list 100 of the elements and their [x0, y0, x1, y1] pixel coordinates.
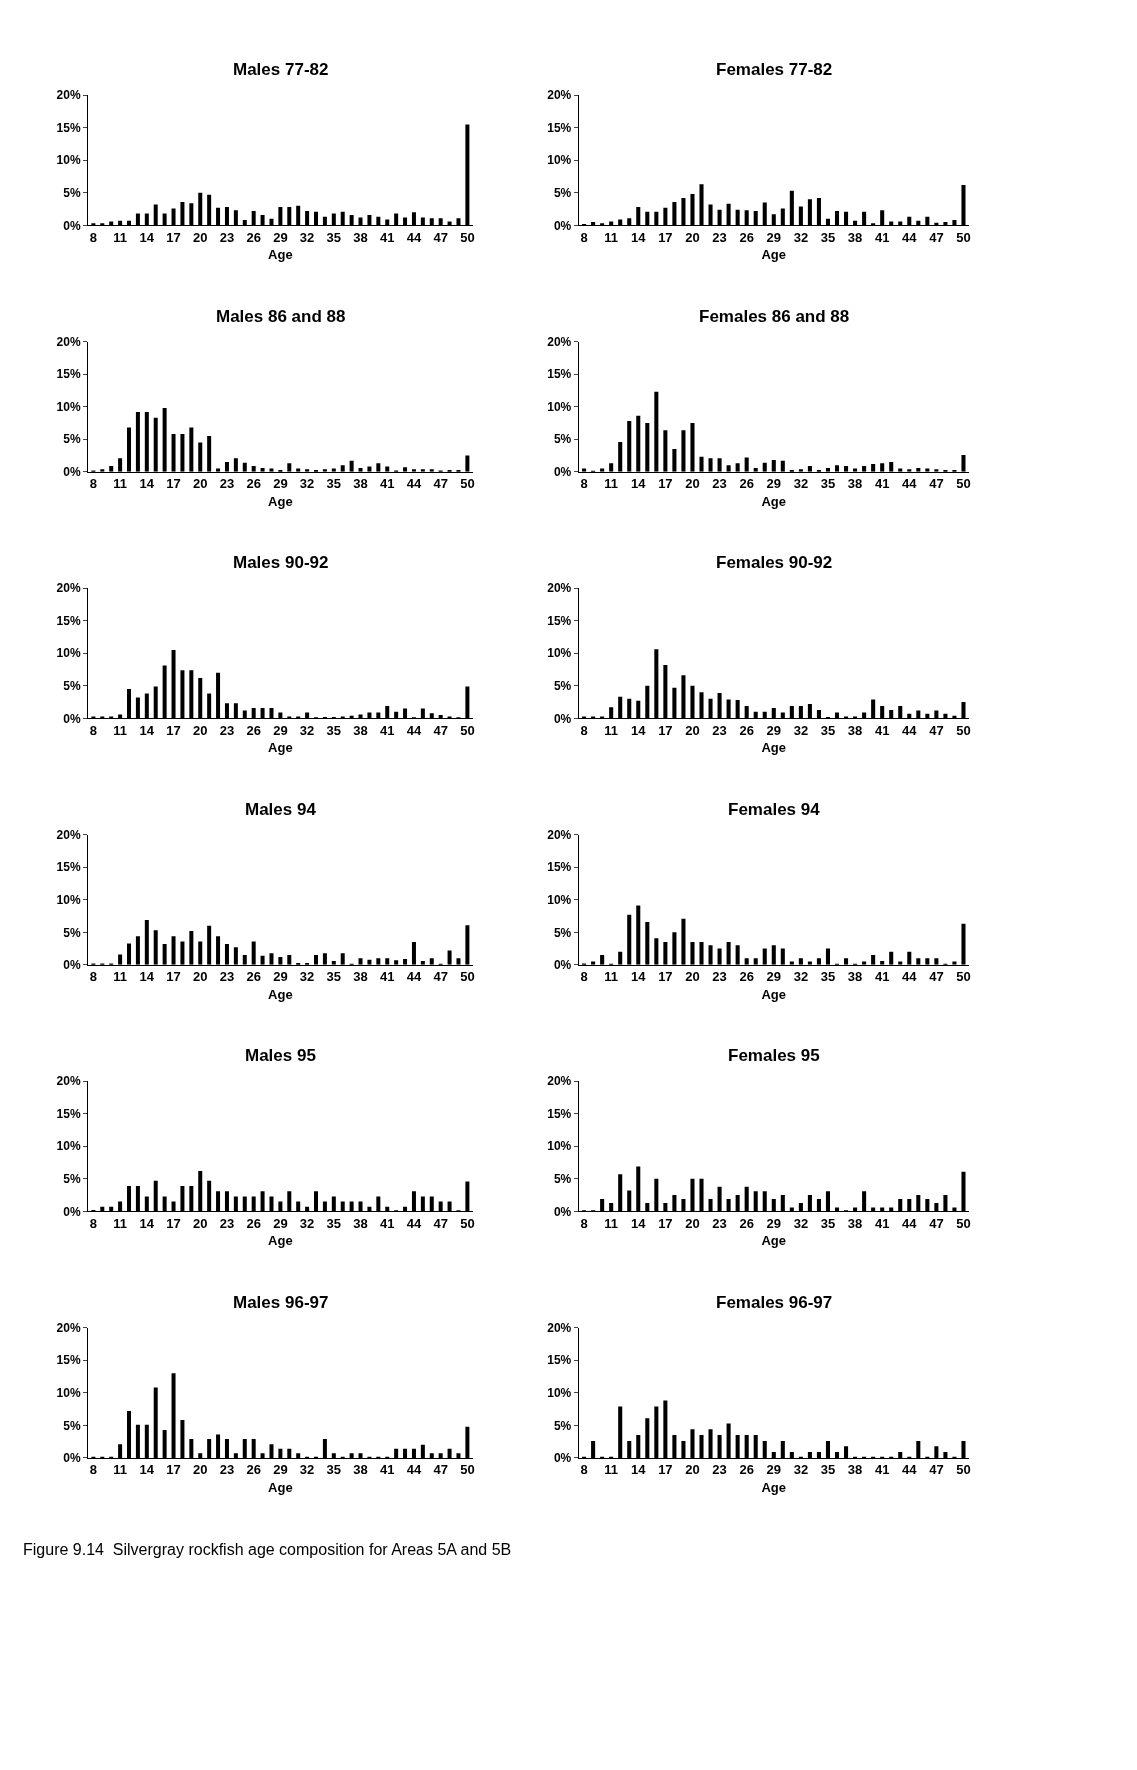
y-tick-label: 20% — [56, 1320, 81, 1335]
x-tick-label: 14 — [139, 229, 155, 245]
x-tick-label: 23 — [712, 1215, 727, 1231]
x-tick-label: 44 — [902, 1215, 918, 1231]
x-tick-label: 35 — [820, 722, 836, 738]
x-tick-label: 20 — [193, 1462, 208, 1478]
x-tick-label: 29 — [766, 969, 782, 985]
x-tick-label: 26 — [246, 1215, 261, 1231]
x-tick-label: 26 — [739, 229, 754, 245]
x-tick-label: 47 — [929, 969, 944, 985]
x-tick-label: 8 — [89, 1215, 98, 1231]
y-tick-label: 15% — [56, 1106, 81, 1121]
chart-title: Females 86 and 88 — [699, 307, 850, 326]
x-tick-label: 11 — [113, 1215, 127, 1231]
x-tick-label: 50 — [956, 969, 971, 985]
x-axis-title: Age — [268, 247, 293, 263]
x-tick-label: 29 — [273, 476, 288, 492]
y-tick-label: 20% — [547, 827, 572, 842]
chart-title: Females 90-92 — [716, 553, 833, 572]
bar — [91, 223, 96, 226]
y-tick-label: 10% — [547, 892, 572, 907]
x-tick-label: 38 — [353, 722, 368, 738]
x-tick-label: 38 — [847, 1215, 863, 1231]
x-tick-label: 44 — [406, 722, 422, 738]
x-tick-label: 23 — [219, 229, 235, 245]
y-tick-label: 10% — [547, 399, 572, 414]
x-tick-label: 8 — [89, 476, 98, 492]
x-tick-label: 23 — [219, 722, 235, 738]
x-tick-label: 8 — [580, 722, 588, 738]
x-tick-label: 47 — [929, 476, 944, 492]
bar — [600, 223, 605, 226]
x-tick-label: 14 — [631, 722, 647, 738]
x-tick-label: 17 — [658, 476, 673, 492]
x-tick-label: 17 — [658, 1462, 673, 1478]
x-tick-label: 50 — [956, 229, 971, 245]
x-tick-label: 20 — [685, 476, 700, 492]
chart-title: Males 94 — [245, 800, 317, 819]
x-tick-label: 11 — [113, 722, 127, 738]
x-tick-label: 29 — [766, 229, 782, 245]
y-tick-label: 10% — [56, 646, 81, 661]
x-tick-label: 47 — [929, 1462, 944, 1478]
x-tick-label: 44 — [406, 1462, 422, 1478]
x-tick-label: 32 — [793, 1462, 809, 1478]
y-tick-label: 10% — [56, 892, 81, 907]
y-tick-label: 15% — [547, 1353, 572, 1368]
x-tick-label: 44 — [406, 969, 422, 985]
x-tick-label: 32 — [793, 969, 809, 985]
chart-title: Females 94 — [728, 800, 821, 819]
x-tick-label: 32 — [299, 229, 315, 245]
x-tick-label: 50 — [956, 476, 971, 492]
y-tick-label: 5% — [553, 185, 572, 200]
x-tick-label: 20 — [685, 722, 700, 738]
x-tick-label: 17 — [166, 969, 181, 985]
bar — [447, 716, 452, 719]
x-tick-label: 17 — [658, 722, 673, 738]
x-tick-label: 23 — [712, 969, 727, 985]
x-tick-label: 29 — [273, 969, 288, 985]
y-tick-label: 0% — [553, 1204, 572, 1219]
chart-title: Males 77-82 — [233, 60, 329, 79]
x-tick-label: 32 — [793, 229, 809, 245]
x-tick-label: 11 — [604, 969, 619, 985]
x-tick-label: 32 — [793, 722, 809, 738]
x-tick-label: 17 — [658, 1215, 673, 1231]
x-tick-label: 26 — [246, 1462, 261, 1478]
x-tick-label: 35 — [326, 1462, 342, 1478]
x-tick-label: 35 — [326, 1215, 342, 1231]
x-tick-label: 50 — [460, 1462, 475, 1478]
x-tick-label: 47 — [433, 969, 448, 985]
x-tick-label: 8 — [89, 969, 98, 985]
y-tick-label: 10% — [56, 1139, 81, 1154]
x-tick-label: 23 — [712, 1462, 727, 1478]
x-tick-label: 41 — [380, 722, 395, 738]
x-tick-label: 41 — [874, 476, 890, 492]
x-tick-label: 38 — [847, 1462, 863, 1478]
y-tick-label: 15% — [56, 367, 81, 382]
y-tick-label: 0% — [553, 465, 572, 480]
y-tick-label: 5% — [63, 1172, 81, 1187]
x-tick-label: 35 — [820, 969, 836, 985]
x-tick-label: 29 — [766, 722, 782, 738]
x-tick-label: 29 — [766, 1462, 782, 1478]
x-tick-label: 38 — [847, 476, 863, 492]
x-tick-label: 41 — [380, 969, 395, 985]
y-tick-label: 5% — [63, 925, 81, 940]
y-tick-label: 10% — [56, 399, 81, 414]
x-tick-label: 11 — [604, 1462, 619, 1478]
y-tick-label: 0% — [553, 958, 572, 973]
x-tick-label: 14 — [631, 229, 647, 245]
bar — [582, 716, 587, 719]
x-tick-label: 8 — [89, 1462, 98, 1478]
x-tick-label: 11 — [604, 229, 619, 245]
x-tick-label: 8 — [580, 969, 588, 985]
x-tick-label: 47 — [929, 1215, 944, 1231]
x-tick-label: 38 — [847, 229, 863, 245]
x-tick-label: 50 — [460, 229, 475, 245]
x-tick-label: 35 — [326, 229, 342, 245]
x-tick-label: 8 — [89, 722, 98, 738]
x-tick-label: 26 — [739, 1215, 754, 1231]
chart-title: Females 95 — [728, 1046, 820, 1065]
x-tick-label: 41 — [874, 229, 890, 245]
x-tick-label: 38 — [847, 969, 863, 985]
